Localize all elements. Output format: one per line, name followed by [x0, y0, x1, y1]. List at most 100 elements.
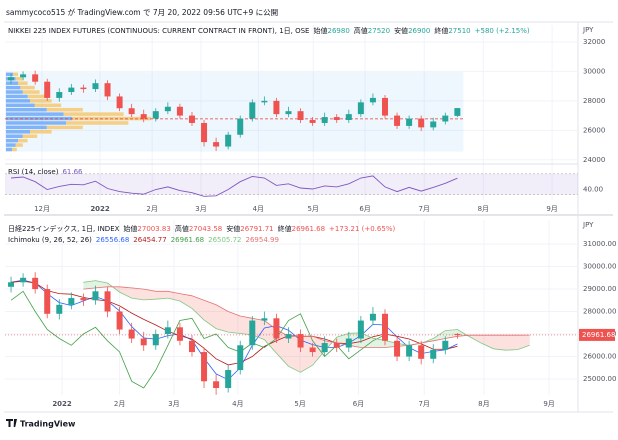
x-tick-label: 3月 — [195, 205, 206, 213]
candle-body — [164, 327, 171, 335]
volume-down-bar — [46, 107, 83, 112]
candle-body — [56, 92, 63, 98]
ohlc-name: 終値 — [278, 224, 292, 233]
cloud-segment — [83, 280, 96, 290]
price-tag-label: 26961.68 — [582, 331, 615, 339]
footer-brand: TradingView — [20, 420, 76, 429]
ohlc-value: 26900 — [408, 27, 430, 35]
candle-body — [345, 338, 352, 348]
candle-body — [237, 118, 244, 135]
x-tick-label: 9月 — [543, 400, 554, 408]
candle-body — [369, 97, 376, 103]
ohlc-name: 高値 — [175, 224, 189, 233]
candle-body — [273, 100, 280, 115]
x-tick-label: 7月 — [418, 400, 429, 408]
candle-body — [152, 334, 159, 346]
ohlc-value: 27510 — [448, 27, 470, 35]
candle-body — [201, 352, 208, 382]
cloud-segment — [131, 287, 144, 300]
cloud-segment — [240, 316, 253, 335]
candle-body — [418, 118, 425, 128]
cloud-segment — [276, 329, 289, 367]
candle-body — [333, 343, 340, 348]
x-tick-label: 6月 — [359, 205, 370, 213]
indicator-value: 26954.99 — [246, 236, 279, 244]
volume-up-bar — [6, 130, 30, 134]
cloud-segment — [372, 338, 385, 348]
volume-down-bar — [34, 103, 62, 108]
volume-up-bar — [6, 138, 18, 143]
x-tick-label: 4月 — [232, 400, 243, 408]
candle-body — [152, 111, 159, 119]
candle-body — [116, 96, 123, 109]
ohlc-name: 安値 — [394, 26, 408, 35]
volume-down-bar — [22, 134, 38, 138]
x-tick-label: 6月 — [353, 400, 364, 408]
indicator-value: 26505.72 — [208, 236, 241, 244]
candle-body — [381, 97, 388, 116]
indicator-value: 26961.68 — [171, 236, 204, 244]
candle-body — [273, 318, 280, 339]
y-tick-label: 30000.00 — [583, 263, 616, 271]
candle-body — [430, 121, 437, 128]
candle-body — [309, 120, 316, 123]
candle-body — [116, 311, 123, 330]
candle-body — [92, 83, 99, 90]
cloud-segment — [348, 332, 361, 348]
candle-body — [418, 345, 425, 359]
candle-body — [430, 349, 437, 359]
rsi-name: RSI (14, close) — [8, 168, 59, 176]
volume-up-bar — [6, 90, 23, 94]
x-tick-label: 5月 — [307, 205, 318, 213]
candle-body — [285, 111, 292, 115]
candle-body — [32, 74, 39, 82]
candle-body — [225, 134, 232, 147]
ohlc-value: 27003.83 — [137, 225, 170, 233]
volume-up-bar — [6, 99, 30, 103]
candle-body — [321, 343, 328, 353]
ohlc-value: 26961.68 — [292, 225, 325, 233]
volume-down-bar — [20, 85, 35, 90]
chart-legend: 日経225インデックス, 1日, INDEX 始値27003.83 高値27043.… — [8, 224, 395, 233]
cloud-segment — [119, 286, 132, 299]
candle-body — [188, 115, 195, 123]
candle-body — [345, 114, 352, 121]
volume-down-bar — [30, 99, 52, 103]
currency-label: JPY — [582, 26, 594, 34]
candle-body — [297, 111, 304, 121]
change-value: +580 (+2.15%) — [475, 27, 530, 35]
cloud-segment — [252, 318, 265, 340]
volume-down-bar — [66, 121, 129, 125]
candle-body — [201, 122, 208, 143]
candle-body — [249, 102, 256, 119]
candle-body — [261, 100, 268, 103]
volume-down-bar — [15, 143, 23, 147]
candle-body — [128, 329, 135, 339]
ohlc-value: 27520 — [368, 27, 390, 35]
y-tick-label: 30000 — [583, 67, 605, 75]
candle-body — [213, 381, 220, 389]
candle-body — [406, 345, 413, 357]
volume-up-bar — [6, 134, 23, 138]
candle-body — [92, 291, 99, 301]
volume-up-bar — [6, 85, 21, 90]
candle-body — [140, 338, 147, 346]
rsi-line — [10, 175, 458, 197]
volume-down-bar — [22, 90, 40, 94]
candle-body — [164, 106, 171, 112]
cloud-segment — [264, 320, 277, 354]
candle-body — [213, 142, 220, 147]
candle-body — [80, 298, 87, 301]
candle-body — [32, 277, 39, 290]
volume-down-bar — [13, 72, 18, 77]
indicator-value: 26454.77 — [133, 236, 166, 244]
x-tick-label: 9月 — [546, 205, 557, 213]
volume-down-bar — [46, 125, 83, 130]
candle-body — [249, 320, 256, 346]
change-value: +173.21 (+0.65%) — [329, 225, 395, 233]
candle-body — [44, 81, 51, 98]
y-tick-label: 28000.00 — [583, 308, 616, 316]
indicator-legend: Ichimoku (9, 26, 52, 26) 26556.68 26454.77… — [8, 236, 279, 244]
volume-down-bar — [30, 130, 52, 134]
